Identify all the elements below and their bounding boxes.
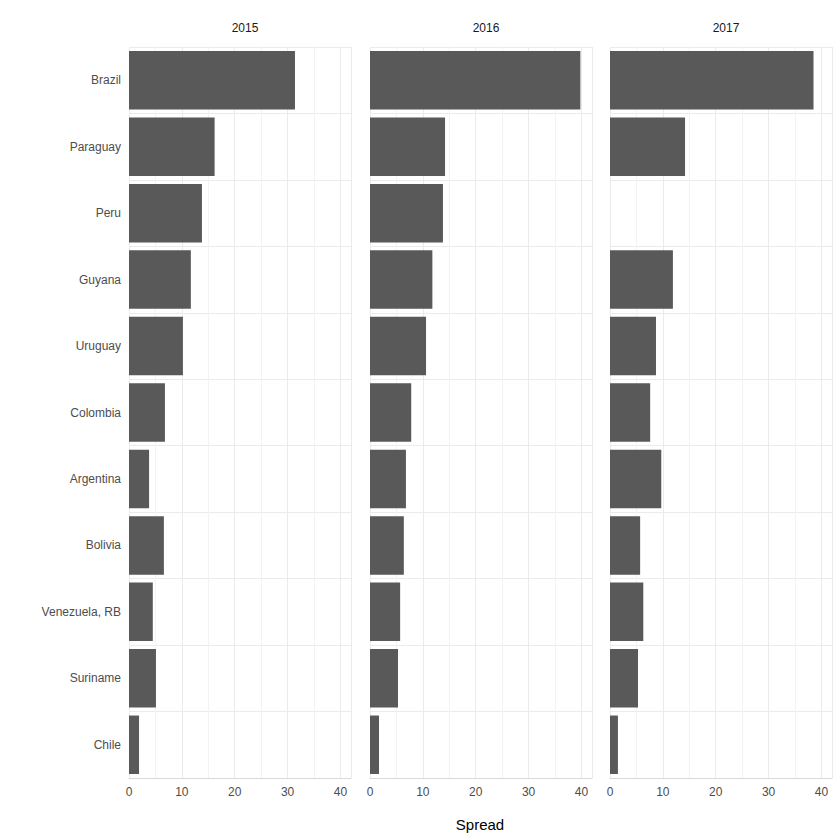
svg-text:40: 40: [815, 785, 829, 799]
svg-text:30: 30: [762, 785, 776, 799]
svg-text:2017: 2017: [713, 21, 740, 35]
svg-text:20: 20: [709, 785, 723, 799]
svg-text:Suriname: Suriname: [70, 671, 122, 685]
svg-text:10: 10: [656, 785, 670, 799]
svg-text:Chile: Chile: [94, 738, 122, 752]
svg-text:2015: 2015: [232, 21, 259, 35]
svg-text:Spread: Spread: [456, 816, 504, 833]
svg-text:0: 0: [607, 785, 614, 799]
svg-text:Uruguay: Uruguay: [76, 339, 121, 353]
svg-text:Colombia: Colombia: [70, 406, 121, 420]
svg-text:Peru: Peru: [96, 206, 121, 220]
svg-text:Brazil: Brazil: [91, 73, 121, 87]
svg-text:Bolivia: Bolivia: [86, 538, 122, 552]
svg-text:30: 30: [522, 785, 536, 799]
svg-text:10: 10: [416, 785, 430, 799]
svg-text:30: 30: [281, 785, 295, 799]
svg-text:0: 0: [367, 785, 374, 799]
svg-text:20: 20: [228, 785, 242, 799]
svg-text:Paraguay: Paraguay: [70, 140, 121, 154]
svg-text:Argentina: Argentina: [70, 472, 122, 486]
svg-text:Venezuela, RB: Venezuela, RB: [42, 605, 121, 619]
svg-text:0: 0: [126, 785, 133, 799]
svg-text:Guyana: Guyana: [79, 273, 121, 287]
svg-text:40: 40: [575, 785, 589, 799]
svg-text:2016: 2016: [473, 21, 500, 35]
svg-text:10: 10: [175, 785, 189, 799]
svg-text:20: 20: [469, 785, 483, 799]
svg-text:40: 40: [334, 785, 348, 799]
